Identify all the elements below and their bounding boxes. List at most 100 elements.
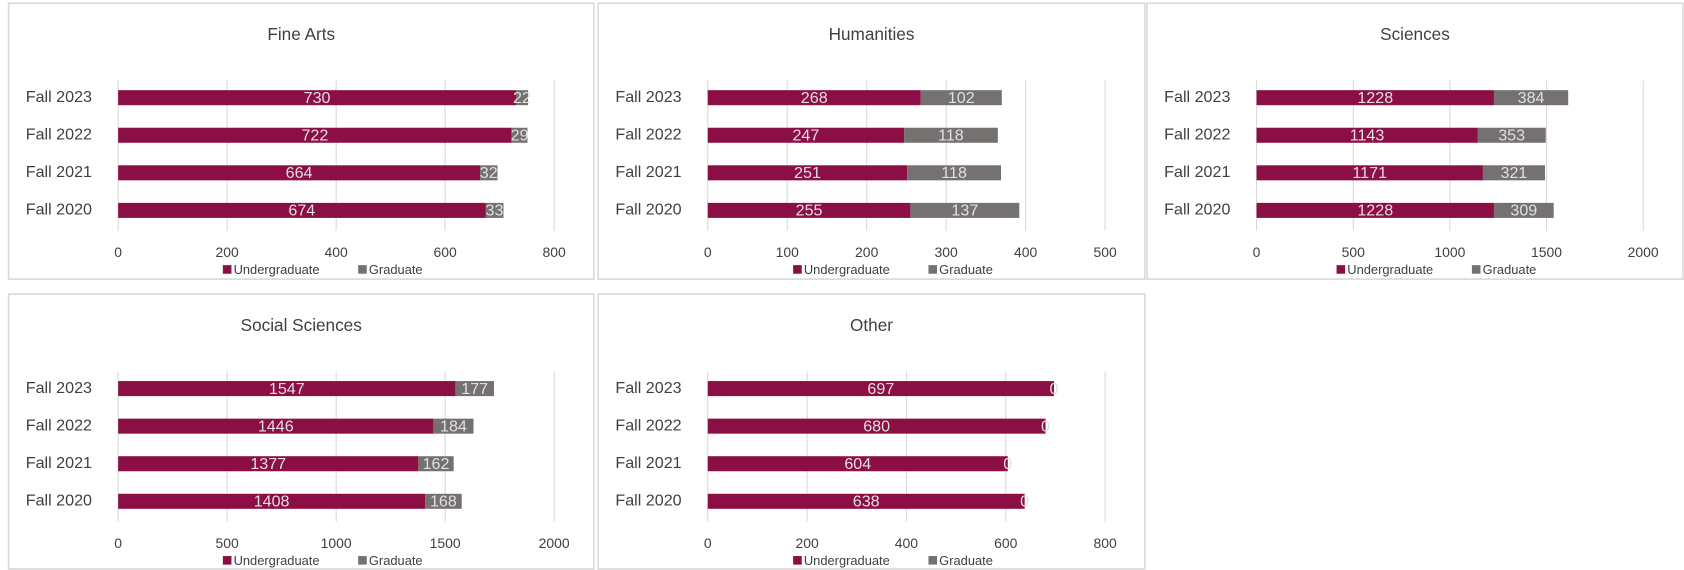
data-label: 722 [301,127,328,145]
legend-swatch [222,556,232,565]
data-label: 168 [430,493,457,511]
legend-label: Graduate [939,553,993,568]
bar-segment [118,202,486,218]
bar-segment [480,165,498,181]
x-tick-label: 400 [325,244,349,260]
bar-segment [1482,165,1545,181]
data-label: 118 [941,164,967,182]
data-label: 0 [1041,417,1050,435]
bar-segment [511,127,528,143]
legend-label: Undergraduate [234,262,320,277]
bar-segment [707,493,1025,509]
bar-segment [910,202,1020,218]
data-label: 32 [480,164,498,182]
x-tick-label: 600 [994,535,1018,551]
legend-label: Graduate [1483,262,1537,277]
x-tick-label: 0 [114,244,122,260]
y-tick-label: Fall 2021 [615,454,681,472]
data-label: 162 [423,455,450,473]
x-tick-label: 500 [1093,244,1117,260]
x-tick-label: 1500 [430,535,461,551]
bar-segment [118,456,419,472]
bar-segment [1477,127,1546,143]
data-label: 0 [1049,380,1058,398]
legend-swatch [793,556,802,565]
legend-label: Undergraduate [804,553,890,568]
data-label: 1377 [250,455,286,473]
data-label: 184 [440,417,467,435]
data-label: 353 [1498,127,1525,145]
data-label: 1446 [258,417,294,435]
bar-segment [1256,127,1478,143]
y-tick-label: Fall 2022 [615,126,681,144]
y-tick-label: Fall 2021 [26,163,92,181]
chart-title: Humanities [829,24,915,44]
bar-segment [707,90,921,106]
x-tick-label: 400 [1014,244,1038,260]
legend-swatch [928,556,938,565]
y-tick-label: Fall 2020 [26,201,92,219]
data-label: 1408 [254,493,290,511]
bar-segment [418,456,454,472]
chart-title: Social Sciences [241,315,362,335]
legend-label: Graduate [369,262,423,277]
y-tick-label: Fall 2020 [615,492,681,510]
data-label: 1143 [1350,127,1385,145]
bar-segment [1493,202,1554,218]
x-tick-label: 200 [795,535,819,551]
x-tick-label: 100 [776,244,800,260]
bar-segment [920,90,1002,106]
y-tick-label: Fall 2020 [615,201,681,219]
y-tick-label: Fall 2023 [26,379,92,397]
x-tick-label: 400 [895,535,919,551]
data-label: 255 [796,202,823,220]
bar-segment [707,381,1054,397]
data-label: 33 [486,202,504,220]
data-label: 137 [951,202,978,220]
data-label: 247 [792,127,819,145]
bar-segment [907,165,1002,181]
bar-segment [425,493,462,509]
x-tick-label: 2000 [1628,244,1659,260]
data-label: 730 [304,89,331,107]
chart-title: Sciences [1380,24,1450,44]
y-tick-label: Fall 2022 [26,416,92,434]
x-tick-label: 600 [434,244,458,260]
data-label: 22 [513,89,531,107]
data-label: 1228 [1357,202,1393,220]
y-tick-label: Fall 2023 [1164,88,1230,106]
data-label: 1547 [269,380,305,398]
data-label: 680 [863,417,890,435]
y-tick-label: Fall 2021 [1164,163,1230,181]
legend-label: Undergraduate [804,262,890,277]
bar-segment [118,418,434,434]
y-tick-label: Fall 2023 [615,379,681,397]
y-tick-label: Fall 2021 [615,163,681,181]
legend-swatch [358,556,367,565]
data-label: 251 [794,164,821,182]
data-label: 102 [948,89,975,107]
bar-segment [118,381,456,397]
x-tick-label: 0 [1253,244,1261,260]
bar-segment [904,127,998,143]
bar-segment [707,127,905,143]
x-tick-label: 1000 [1434,244,1465,260]
data-label: 177 [461,380,488,398]
bar-segment [485,202,504,218]
legend-swatch [358,265,367,274]
bar-segment [707,418,1046,434]
x-tick-label: 1500 [1531,244,1562,260]
legend-label: Undergraduate [1347,262,1433,277]
legend-label: Undergraduate [234,553,320,568]
legend-swatch [222,265,232,274]
data-label: 118 [938,127,964,145]
bar-segment [1256,165,1483,181]
data-label: 321 [1501,164,1528,182]
x-tick-label: 200 [855,244,879,260]
legend-swatch [1471,265,1481,274]
legend-swatch [1336,265,1346,274]
x-tick-label: 300 [935,244,959,260]
y-tick-label: Fall 2022 [26,126,92,144]
x-tick-label: 0 [704,244,712,260]
